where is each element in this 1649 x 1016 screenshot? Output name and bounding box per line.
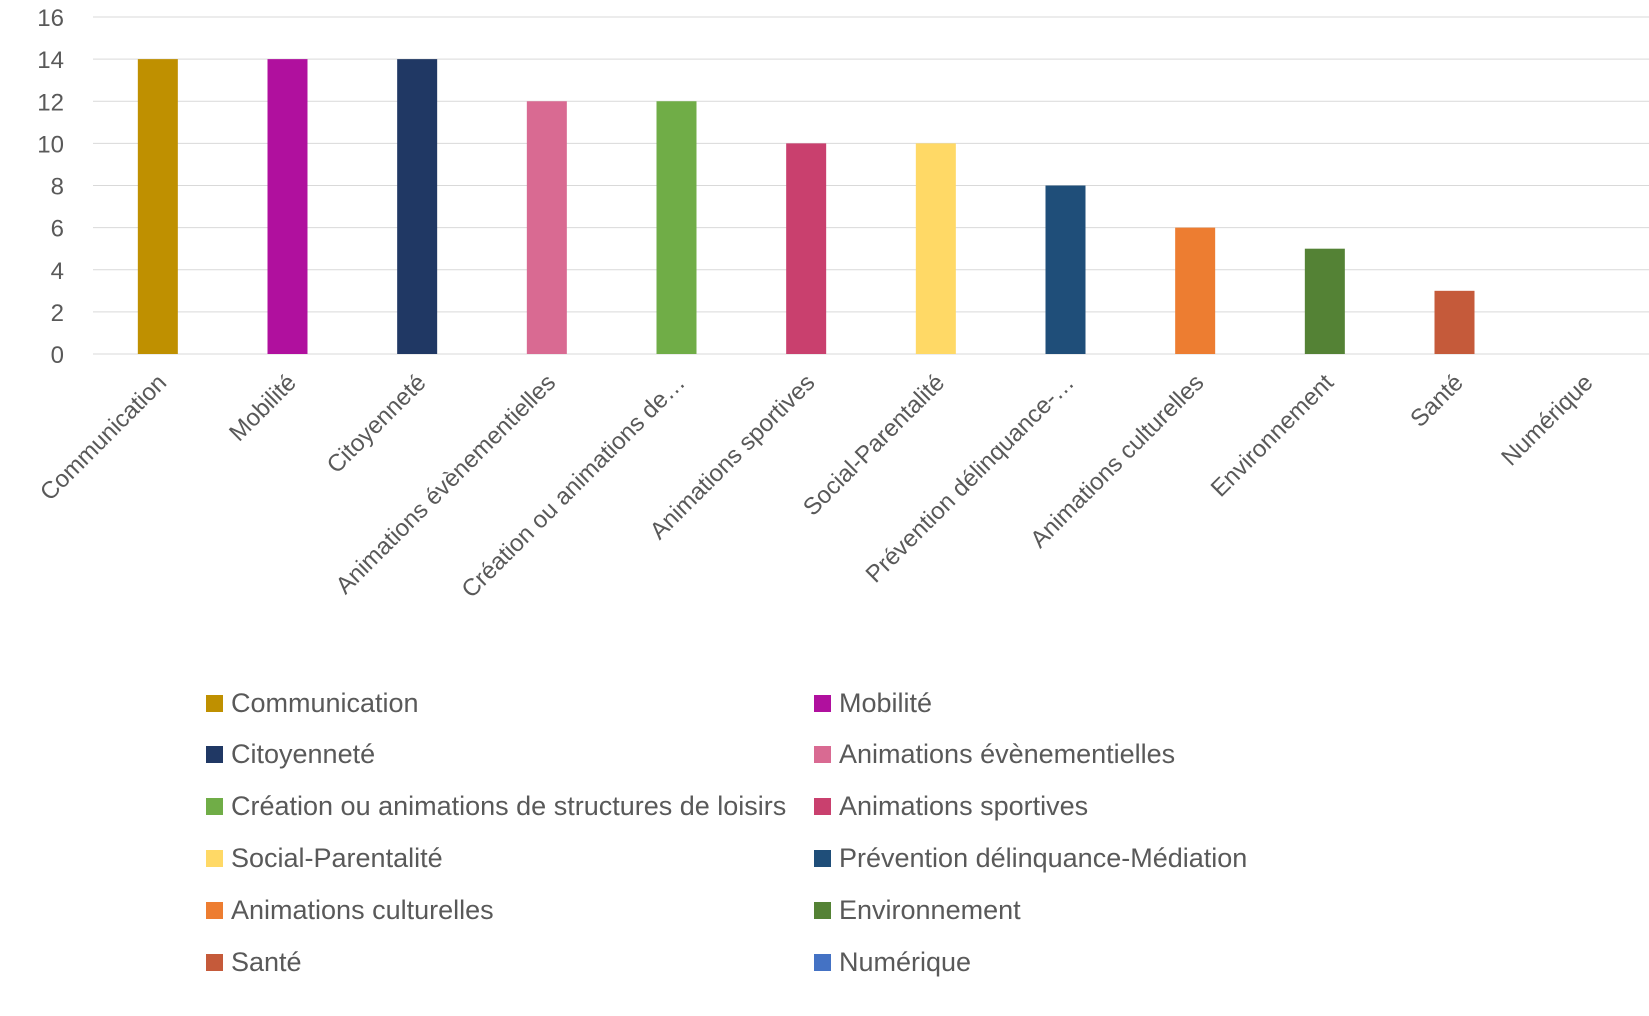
legend-label: Animations évènementielles <box>839 739 1176 770</box>
x-category-label: Social-Parentalité <box>798 369 950 521</box>
legend-swatch <box>206 901 223 919</box>
legend-item: Environnement <box>814 895 1021 925</box>
legend-label: Environnement <box>839 894 1021 925</box>
legend-swatch <box>206 798 223 816</box>
y-tick-label: 12 <box>37 89 64 116</box>
x-category-label: Mobilité <box>224 369 302 447</box>
legend-label: Numérique <box>839 946 972 977</box>
legend-swatch <box>814 901 831 919</box>
legend-label: Communication <box>231 687 419 718</box>
bar <box>397 59 438 354</box>
legend-label: Social-Parentalité <box>231 842 443 873</box>
bar <box>1045 185 1086 354</box>
legend-item: Mobilité <box>814 688 932 718</box>
y-tick-label: 16 <box>37 5 64 32</box>
bar-chart: 0 2 4 6 8 10 12 14 16 Communication Mobilité Citoy… <box>35 5 1649 603</box>
bar <box>1434 290 1475 354</box>
x-axis-labels: Communication Mobilité CitoyennetéAnimatio… <box>35 369 1598 603</box>
bar <box>656 101 697 354</box>
legend-swatch <box>814 694 831 712</box>
legend-swatch <box>814 849 831 867</box>
x-category-label: Citoyenneté <box>322 369 432 479</box>
legend-item: Numérique <box>814 947 971 977</box>
legend-swatch <box>206 746 223 764</box>
y-axis-ticks: 0 2 4 6 8 10 12 14 16 <box>37 5 64 369</box>
bar <box>786 143 827 354</box>
x-category-label: Création ou animations de… <box>457 369 691 603</box>
y-tick-label: 0 <box>51 342 64 369</box>
legend-label: Mobilité <box>839 687 933 718</box>
bars <box>137 59 1475 354</box>
legend: Communication Mobilité Citoyenneté Animatio… <box>0 688 1649 1016</box>
legend-label: Prévention délinquance-Médiation <box>839 842 1248 873</box>
legend-label: Animations sportives <box>839 791 1089 822</box>
legend-swatch <box>206 953 223 971</box>
x-category-label: Communication <box>35 369 172 506</box>
y-tick-label: 8 <box>51 174 64 201</box>
legend-label: Animations culturelles <box>231 894 494 925</box>
legend-item: Animations culturelles <box>206 895 494 925</box>
legend-label: Citoyenneté <box>231 739 376 770</box>
legend-item: Animations évènementielles <box>814 739 1176 770</box>
legend-item: Animations sportives <box>814 791 1089 822</box>
x-category-label: Prévention délinquance-… <box>861 369 1080 588</box>
bar <box>1304 248 1345 354</box>
y-tick-label: 2 <box>51 300 64 327</box>
bar <box>915 143 956 354</box>
legend-item: Social-Parentalité <box>206 843 443 873</box>
x-category-label: Numérique <box>1496 369 1598 471</box>
legend-item: Prévention délinquance-Médiation <box>814 843 1247 873</box>
legend-swatch <box>206 849 223 867</box>
y-tick-label: 14 <box>37 47 64 74</box>
bar <box>137 59 178 354</box>
x-category-label: Santé <box>1405 369 1468 432</box>
legend-swatch <box>814 953 831 971</box>
legend-swatch <box>814 798 831 816</box>
bar <box>1175 227 1216 354</box>
legend-swatch <box>206 694 223 712</box>
legend-item: Création ou animations de structures de … <box>206 791 787 822</box>
x-category-label: Animations évènementielles <box>331 369 561 599</box>
bar <box>267 59 308 354</box>
y-tick-label: 6 <box>51 216 64 243</box>
legend-item: Communication <box>206 688 419 718</box>
bar <box>526 101 567 354</box>
legend-swatch <box>814 746 831 764</box>
legend-label: Santé <box>231 946 302 977</box>
y-tick-label: 10 <box>37 131 64 158</box>
x-category-label: Environnement <box>1206 369 1339 502</box>
legend-item: Santé <box>206 947 302 977</box>
gridlines <box>93 16 1649 355</box>
y-tick-label: 4 <box>51 258 64 285</box>
legend-label: Création ou animations de structures de … <box>231 791 787 822</box>
legend-item: Citoyenneté <box>206 739 376 770</box>
